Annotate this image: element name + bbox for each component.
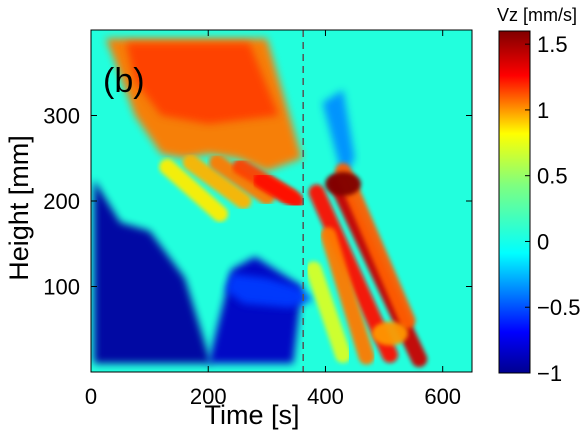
heatmap-region-upper-right-negative-band	[322, 89, 355, 180]
heatmap-region-upper-front-core	[126, 42, 279, 125]
heatmap-region-lower-center-band	[225, 273, 314, 308]
colorbar-tick-label-0: 0	[537, 229, 549, 254]
x-axis-label: Time [s]	[204, 400, 299, 430]
colorbar-tick-label-1.5: 1.5	[537, 32, 568, 57]
x-tick-label-600: 600	[424, 384, 461, 409]
x-axis: 0 200 400 600	[85, 30, 461, 409]
x-tick-label-400: 400	[307, 384, 344, 409]
heatmap-region-left-descending-plume	[93, 179, 212, 364]
y-tick-label-300: 300	[43, 104, 80, 129]
heatmap-area	[91, 30, 472, 372]
y-tick-label-200: 200	[43, 189, 80, 214]
heatmap-streak-streak-1	[159, 158, 228, 222]
x-tick-label-200: 200	[190, 384, 227, 409]
x-tick-label-0: 0	[85, 384, 97, 409]
colorbar	[498, 30, 531, 374]
colorbar-tick-label-1: 1	[537, 98, 549, 123]
y-tick-label-100: 100	[43, 275, 80, 300]
y-axis: 100 200 300	[43, 104, 472, 300]
colorbar-tick-label-−1: −1	[537, 361, 562, 386]
heatmap-streak-diag-3	[320, 227, 375, 365]
colorbar-ticks: −1 −0.5 0 0.5 1 1.5	[525, 32, 580, 386]
panel-label: (b)	[103, 62, 145, 100]
heatmap-streak-streak-5	[252, 171, 305, 209]
y-axis-label: Height [mm]	[4, 135, 34, 281]
heatmap-streak-streak-3	[209, 154, 275, 205]
heatmap-streak-streak-2	[182, 154, 252, 209]
colorbar-tick-label-0.5: 0.5	[537, 164, 568, 189]
colorbar-label: Vz [mm/s]	[497, 5, 577, 25]
heatmap-streak-diag-4	[335, 163, 416, 329]
colorbar-tick-label-−0.5: −0.5	[537, 295, 580, 320]
heatmap-streak-diag-5	[305, 261, 352, 363]
heatmap-hotspot-secondary-core	[371, 321, 408, 346]
heatmap-hotspot-strong-core	[325, 171, 362, 196]
